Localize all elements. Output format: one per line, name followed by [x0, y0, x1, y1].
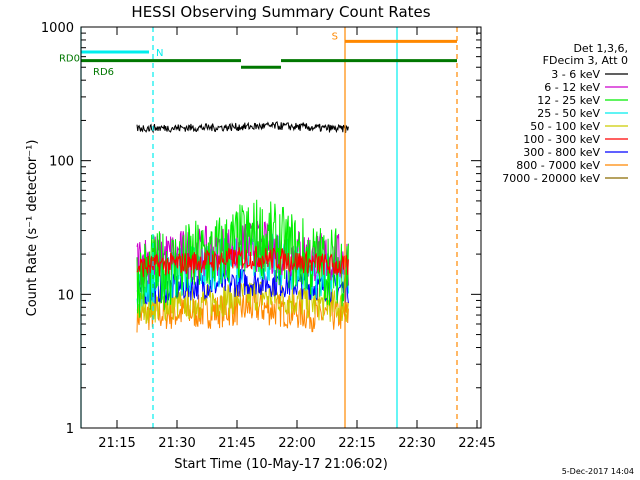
flag-label-s: S [332, 31, 338, 42]
x-tick-label-3: 22:00 [278, 436, 315, 451]
series-layer [136, 120, 349, 333]
y-tick-label-1: 10 [57, 288, 74, 303]
x-tick-label-1: 21:30 [158, 436, 195, 451]
y-tick-label-0: 1 [66, 422, 74, 437]
legend-label-0: 3 - 6 keV [551, 68, 600, 81]
legend-header-line-1: Det 1,3,6, [573, 42, 628, 55]
legend-label-8: 7000 - 20000 keV [502, 172, 600, 185]
series-line-7 [136, 289, 349, 333]
y-axis-label: Count Rate (s⁻¹ detector⁻¹) [25, 140, 40, 317]
legend-header-line-2: FDecim 3, Att 0 [543, 54, 628, 67]
series-line-2 [136, 199, 349, 318]
flag-label-rd6: RD6 [93, 67, 114, 78]
legend-label-6: 300 - 800 keV [523, 146, 600, 159]
y-tick-label-2: 100 [49, 155, 74, 170]
legend-label-2: 12 - 25 keV [537, 94, 600, 107]
legend-label-5: 100 - 300 keV [523, 133, 600, 146]
footer-date: 5-Dec-2017 14:04 [562, 467, 634, 476]
y-tick-label-3: 1000 [41, 21, 74, 36]
legend-label-4: 50 - 100 keV [530, 120, 600, 133]
flag-label-rd0: RD0 [59, 54, 80, 65]
axis-layer: 21:15 21:30 21:45 22:00 22:15 22:30 22:45 1 10 10… [41, 21, 496, 451]
chart-title: HESSI Observing Summary Count Rates [131, 3, 430, 21]
legend-label-1: 6 - 12 keV [544, 81, 600, 94]
series-line-5 [136, 246, 349, 278]
plot-frame [80, 26, 482, 429]
series-line-4 [136, 279, 349, 324]
legend-label-3: 25 - 50 keV [537, 107, 600, 120]
flag-label-n: N [156, 48, 163, 59]
x-tick-label-0: 21:15 [98, 436, 135, 451]
x-axis-label: Start Time (10-May-17 21:06:02) [174, 457, 388, 472]
x-tick-label-5: 22:30 [398, 436, 435, 451]
x-tick-label-2: 21:45 [218, 436, 255, 451]
series-line-0 [136, 120, 349, 134]
x-tick-label-4: 22:15 [338, 436, 375, 451]
legend-label-7: 800 - 7000 keV [516, 159, 600, 172]
x-tick-label-6: 22:45 [458, 436, 495, 451]
